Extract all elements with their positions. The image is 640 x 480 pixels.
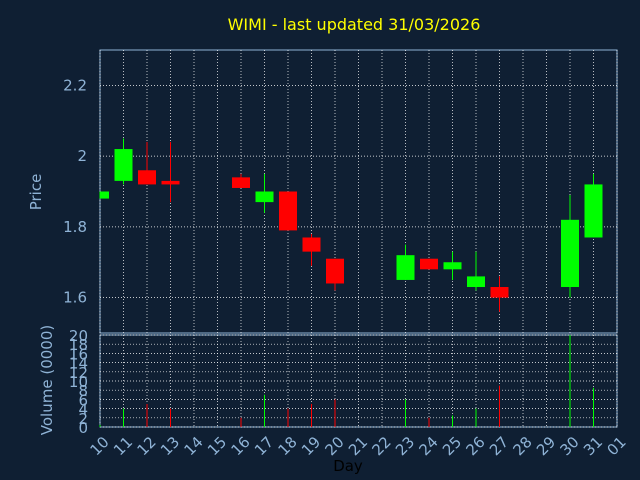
candle-body [232,177,250,188]
chart-title: WIMI - last updated 31/03/2026 [228,15,481,34]
candle-body [584,184,603,238]
x-tick-label: 19 [298,433,324,459]
volume-tick-label: 16 [69,345,88,363]
price-tick-label: 2.2 [63,76,87,94]
price-tick-label: 1.8 [63,218,87,236]
candle-body [420,258,438,270]
x-tick-label: 15 [204,433,230,459]
volume-tick-label: 8 [78,382,88,400]
candle-body [302,237,321,252]
x-tick-label: 21 [345,433,371,459]
volume-panel: 0246810121416182010111213141516171819202… [69,327,630,459]
candle-body [443,262,462,270]
candle-body [138,170,156,185]
x-tick-label: 27 [486,433,512,459]
x-tick-label: 20 [322,433,348,459]
volume-tick-label: 12 [69,364,88,382]
x-tick-label: 30 [557,433,583,459]
candle-body [255,191,274,203]
x-axis-label: Day [333,457,363,475]
x-tick-label: 11 [110,433,136,459]
volume-tick-label: 18 [69,336,88,354]
volume-tick-label: 2 [78,410,88,428]
candle-body [114,149,133,181]
x-tick-label: 28 [510,433,536,459]
x-tick-label: 24 [416,433,442,459]
candle-body [396,255,415,280]
x-tick-label: 16 [228,433,254,459]
candle-body [161,180,180,185]
candle-body [100,191,109,199]
x-tick-label: 17 [251,433,277,459]
x-tick-label: 31 [580,433,606,459]
x-tick-label: 25 [439,433,465,459]
candle-body [561,219,579,288]
volume-tick-label: 20 [69,327,88,345]
volume-tick-label: 10 [69,373,88,391]
x-tick-label: 10 [87,433,113,459]
price-tick-label: 2 [77,147,87,165]
candle-body [467,276,485,288]
candle-body [326,258,344,284]
volume-tick-label: 14 [69,355,88,373]
x-tick-label: 23 [392,433,418,459]
volume-axis-label: Volume (0000) [38,325,56,435]
x-tick-label: 12 [134,433,160,459]
candle-body [279,191,297,231]
x-tick-label: 13 [157,433,183,459]
x-tick-label: 26 [463,433,489,459]
x-tick-label: 29 [533,433,559,459]
x-tick-label: 18 [275,433,301,459]
volume-tick-label: 4 [78,401,88,419]
price-tick-label: 1.6 [63,289,87,307]
volume-tick-label: 0 [78,419,88,437]
price-panel: 1.6 1.8 2 2.2 [63,49,618,334]
x-tick-label: 14 [181,433,207,459]
price-axis-label: Price [27,174,45,211]
candle-body [490,287,509,298]
x-tick-label: 22 [369,433,395,459]
volume-tick-label: 6 [78,391,88,409]
x-tick-label: 01 [604,433,630,459]
